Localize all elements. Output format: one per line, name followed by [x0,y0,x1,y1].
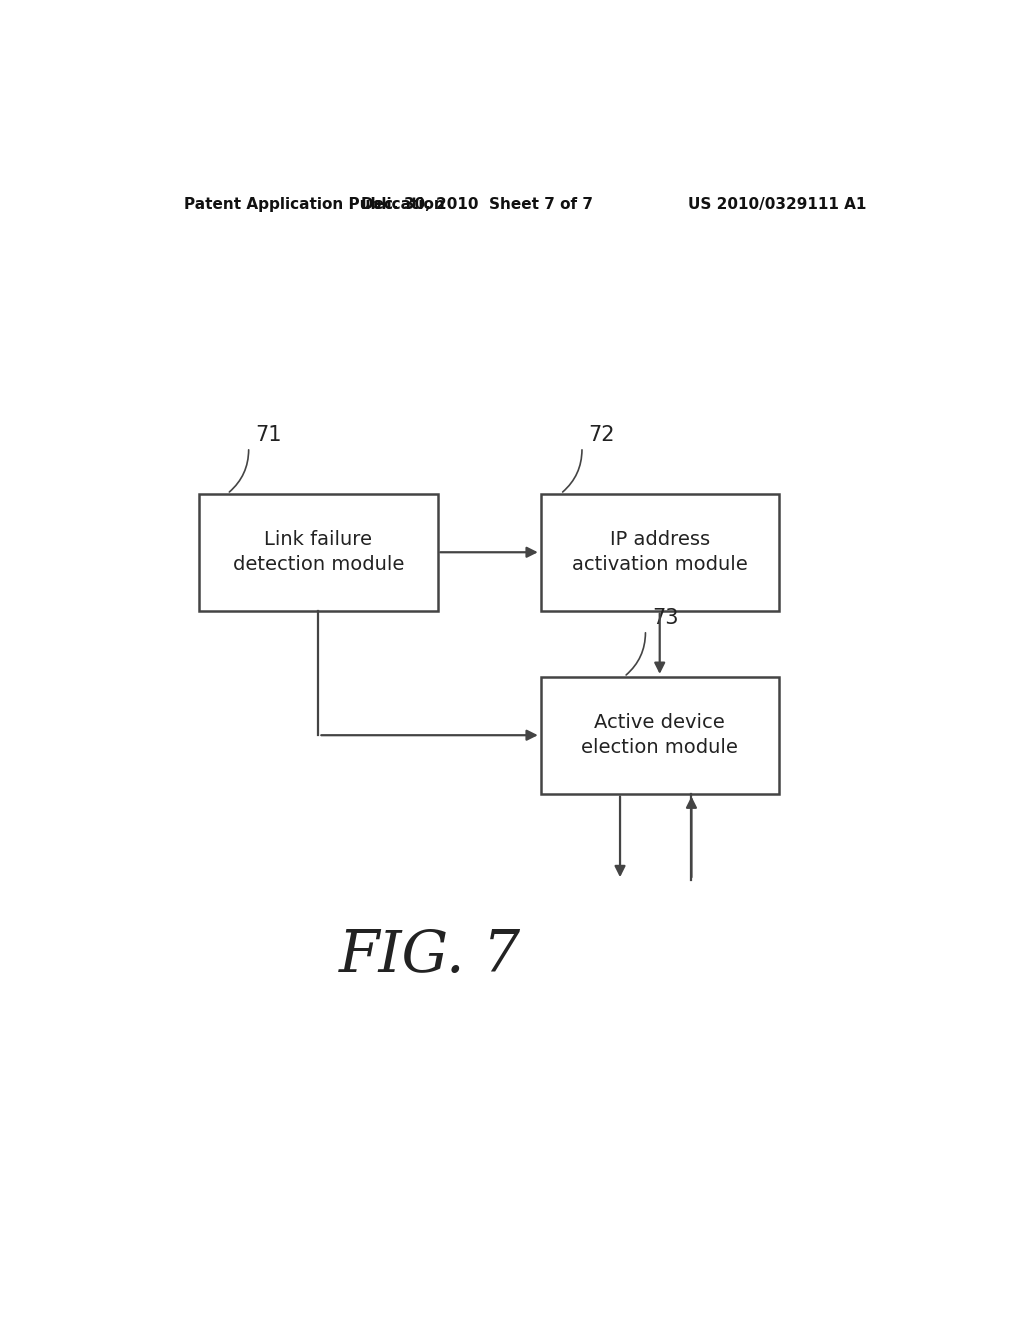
Bar [541,494,779,611]
Bar [200,494,437,611]
Bar [541,677,779,793]
Text: FIG. 7: FIG. 7 [339,928,520,985]
FancyArrowPatch shape [229,450,249,492]
Text: Link failure
detection module: Link failure detection module [232,531,404,574]
FancyArrowPatch shape [562,450,582,492]
Text: IP address
activation module: IP address activation module [571,531,748,574]
Text: Dec. 30, 2010  Sheet 7 of 7: Dec. 30, 2010 Sheet 7 of 7 [361,197,593,211]
Text: Active device
election module: Active device election module [582,713,738,758]
FancyArrowPatch shape [626,632,645,675]
Text: 72: 72 [588,425,614,445]
Text: 73: 73 [652,609,678,628]
Text: Patent Application Publication: Patent Application Publication [183,197,444,211]
Text: 71: 71 [255,425,282,445]
Text: US 2010/0329111 A1: US 2010/0329111 A1 [688,197,866,211]
